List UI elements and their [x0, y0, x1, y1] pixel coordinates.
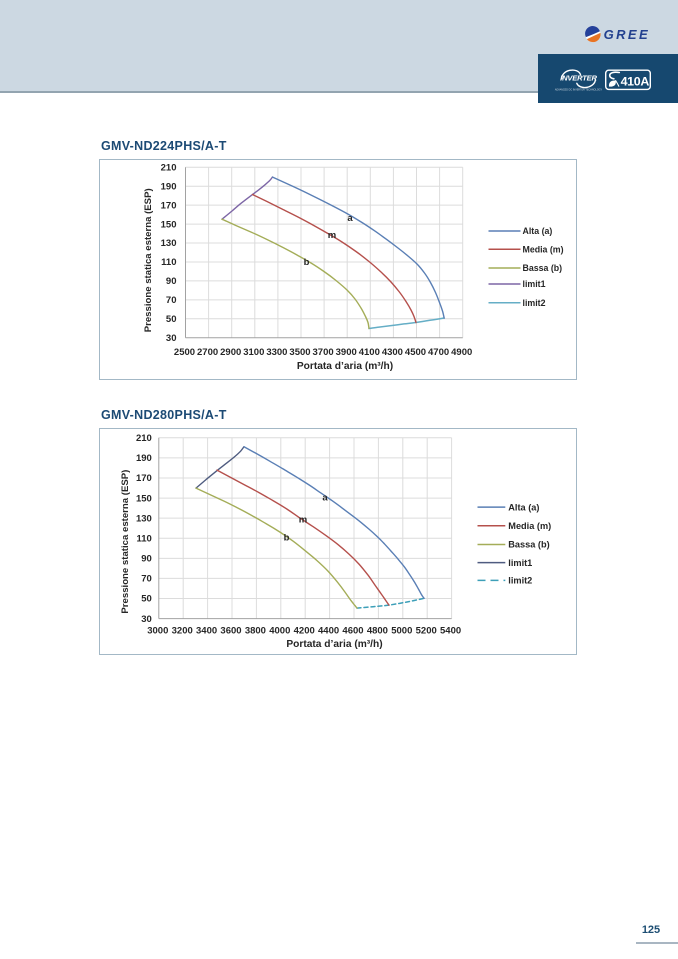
- svg-text:GREE: GREE: [604, 27, 650, 42]
- svg-text:210: 210: [161, 162, 177, 173]
- svg-text:m: m: [299, 514, 307, 525]
- svg-text:3000: 3000: [147, 625, 168, 636]
- svg-text:4400: 4400: [318, 625, 339, 636]
- svg-text:170: 170: [136, 473, 152, 484]
- svg-text:30: 30: [166, 332, 177, 343]
- svg-text:170: 170: [161, 200, 177, 211]
- svg-text:150: 150: [161, 219, 177, 230]
- svg-text:Alta (a): Alta (a): [508, 502, 539, 512]
- svg-text:limit1: limit1: [508, 558, 532, 568]
- svg-text:4600: 4600: [342, 625, 363, 636]
- svg-text:Bassa (b): Bassa (b): [508, 540, 549, 550]
- svg-text:110: 110: [161, 257, 176, 268]
- svg-text:110: 110: [136, 533, 151, 544]
- svg-text:190: 190: [136, 453, 152, 464]
- svg-text:2900: 2900: [220, 347, 241, 358]
- svg-text:410A: 410A: [621, 75, 650, 89]
- svg-text:30: 30: [141, 614, 152, 625]
- svg-text:50: 50: [141, 594, 152, 605]
- svg-text:Pressione statica esterna (ESP: Pressione statica esterna (ESP): [143, 188, 154, 332]
- svg-text:3500: 3500: [289, 347, 310, 358]
- svg-text:5000: 5000: [391, 625, 412, 636]
- svg-text:Portata d’aria (m³/h): Portata d’aria (m³/h): [297, 361, 393, 372]
- svg-text:m: m: [328, 229, 336, 240]
- svg-text:90: 90: [141, 553, 152, 564]
- svg-text:4800: 4800: [367, 625, 388, 636]
- svg-text:4000: 4000: [269, 625, 290, 636]
- svg-text:4500: 4500: [405, 347, 426, 358]
- svg-text:a: a: [347, 212, 353, 223]
- svg-text:limit1: limit1: [523, 279, 546, 289]
- svg-text:4200: 4200: [294, 625, 315, 636]
- svg-text:3700: 3700: [313, 347, 334, 358]
- svg-text:90: 90: [166, 276, 177, 287]
- svg-text:3800: 3800: [245, 625, 266, 636]
- svg-text:4300: 4300: [382, 347, 403, 358]
- svg-text:70: 70: [166, 295, 177, 306]
- svg-text:3600: 3600: [220, 625, 241, 636]
- svg-text:130: 130: [136, 513, 152, 524]
- svg-text:2700: 2700: [197, 347, 218, 358]
- svg-text:4100: 4100: [359, 347, 380, 358]
- svg-text:5200: 5200: [416, 625, 437, 636]
- svg-text:Bassa (b): Bassa (b): [523, 263, 563, 273]
- svg-text:b: b: [284, 532, 290, 543]
- svg-text:210: 210: [136, 433, 152, 444]
- svg-text:Alta (a): Alta (a): [523, 226, 553, 236]
- svg-text:limit2: limit2: [508, 575, 532, 585]
- svg-text:5400: 5400: [440, 625, 461, 636]
- svg-text:3200: 3200: [172, 625, 193, 636]
- svg-text:50: 50: [166, 314, 177, 325]
- svg-text:150: 150: [136, 493, 152, 504]
- svg-text:2500: 2500: [174, 347, 195, 358]
- svg-text:Portata d’aria (m³/h): Portata d’aria (m³/h): [286, 639, 382, 650]
- svg-text:ADVANCED DC INVERTER TECHNOLOG: ADVANCED DC INVERTER TECHNOLOGY: [555, 88, 602, 91]
- svg-text:3300: 3300: [266, 347, 287, 358]
- svg-text:Media (m): Media (m): [508, 521, 551, 531]
- svg-text:b: b: [304, 256, 310, 267]
- svg-text:4900: 4900: [451, 347, 472, 358]
- svg-text:190: 190: [161, 181, 177, 192]
- svg-text:3400: 3400: [196, 625, 217, 636]
- svg-text:3900: 3900: [336, 347, 357, 358]
- svg-text:INVERTER: INVERTER: [560, 74, 597, 83]
- svg-text:Media (m): Media (m): [523, 244, 564, 254]
- svg-text:3100: 3100: [243, 347, 264, 358]
- svg-text:70: 70: [141, 573, 152, 584]
- svg-text:Pressione statica esterna (ESP: Pressione statica esterna (ESP): [120, 469, 131, 613]
- svg-text:130: 130: [161, 238, 177, 249]
- svg-text:a: a: [322, 492, 328, 503]
- svg-text:4700: 4700: [428, 347, 449, 358]
- svg-text:limit2: limit2: [523, 297, 546, 307]
